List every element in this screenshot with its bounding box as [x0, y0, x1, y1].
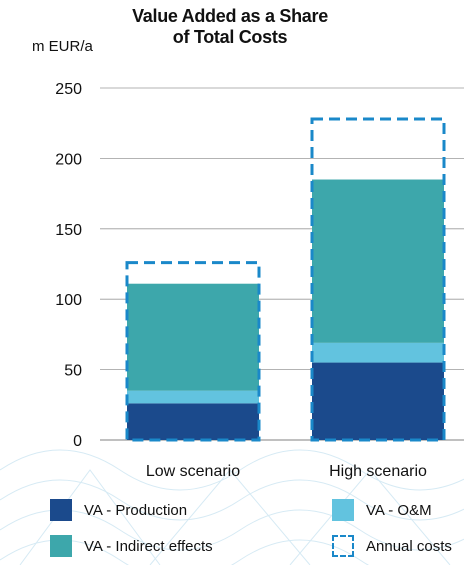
annual-costs-outline	[125, 261, 261, 442]
legend-swatch-om	[332, 499, 354, 521]
legend-label-annual-costs: Annual costs	[366, 537, 452, 555]
bar-segment	[312, 362, 444, 440]
bar-segment	[127, 403, 259, 440]
bar-segment	[127, 390, 259, 404]
legend-item-production: VA - Production	[50, 496, 187, 524]
y-tick-label: 150	[55, 222, 82, 239]
x-category-label: High scenario	[329, 463, 427, 480]
chart-title: Value Added as a Share of Total Costs	[132, 6, 328, 47]
y-tick-label: 50	[64, 363, 82, 380]
legend-swatch-production	[50, 499, 72, 521]
y-tick-label: 250	[55, 81, 82, 98]
legend-swatch-annual-costs	[332, 535, 354, 557]
bar-segment	[312, 179, 444, 343]
legend-item-annual-costs: Annual costs	[332, 532, 452, 560]
x-category-label: Low scenario	[146, 463, 240, 480]
y-axis-unit-label: m EUR/a	[32, 38, 93, 55]
annual-costs-outline	[310, 117, 446, 442]
y-tick-label: 200	[55, 151, 82, 168]
y-tick-label: 100	[55, 292, 82, 309]
legend-item-om: VA - O&M	[332, 496, 432, 524]
legend-label-indirect: VA - Indirect effects	[84, 537, 213, 555]
y-tick-label: 0	[73, 433, 82, 450]
legend-item-indirect: VA - Indirect effects	[50, 532, 213, 560]
legend-swatch-indirect	[50, 535, 72, 557]
legend-label-production: VA - Production	[84, 501, 188, 519]
legend-label-om: VA - O&M	[366, 501, 432, 519]
bar-segment	[312, 342, 444, 363]
bar-segment	[127, 283, 259, 391]
